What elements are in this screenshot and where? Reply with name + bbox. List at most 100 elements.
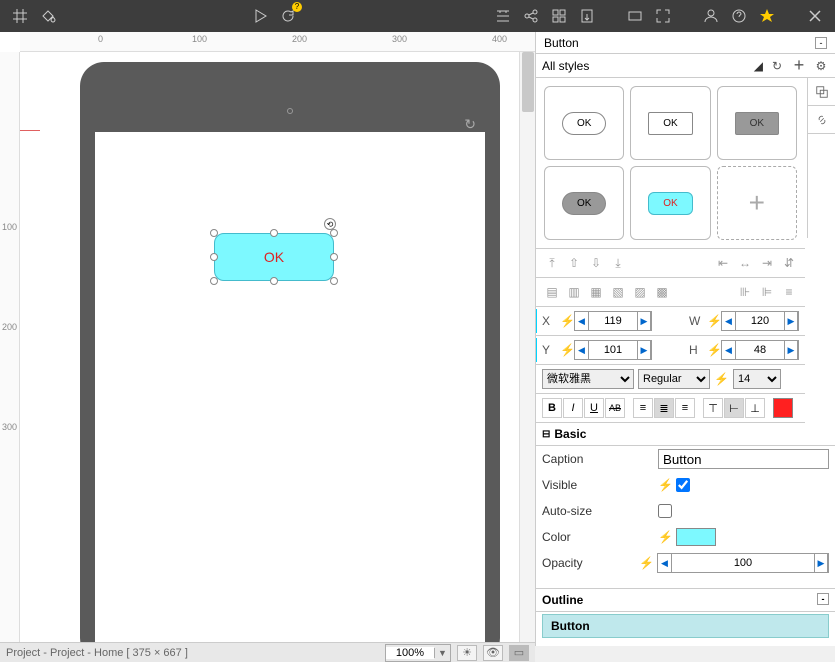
align-vc-icon[interactable]: ▨	[630, 282, 650, 302]
y-inc[interactable]: ▶	[637, 341, 651, 359]
export-icon[interactable]	[575, 4, 599, 28]
style-preset-dark[interactable]: OK	[717, 86, 797, 160]
selected-button[interactable]: OK	[214, 233, 334, 281]
h-inc[interactable]: ▶	[784, 341, 798, 359]
italic-button[interactable]: I	[563, 398, 583, 418]
star-icon[interactable]	[755, 4, 779, 28]
style-preset-rect[interactable]: OK	[630, 86, 710, 160]
dist-c-icon[interactable]: ↔	[735, 253, 755, 273]
align-bottom-icon[interactable]: ⤓	[608, 253, 628, 273]
bold-button[interactable]: B	[542, 398, 562, 418]
handle-sw[interactable]	[210, 277, 218, 285]
handle-se[interactable]	[330, 277, 338, 285]
zoom-value[interactable]	[386, 647, 434, 659]
align-hc-icon[interactable]: ▥	[564, 282, 584, 302]
user-icon[interactable]	[699, 4, 723, 28]
side-tab-link[interactable]	[808, 106, 835, 134]
zoom-box[interactable]: ▼	[385, 644, 451, 662]
align-left-icon[interactable]: ▤	[542, 282, 562, 302]
y-dec[interactable]: ◀	[575, 341, 589, 359]
canvas[interactable]: ↻ OK ⟲	[20, 52, 535, 646]
handle-w[interactable]	[210, 253, 218, 261]
grid4-icon[interactable]	[547, 4, 571, 28]
handle-n[interactable]	[270, 229, 278, 237]
zoom-dropdown-icon[interactable]: ▼	[434, 648, 450, 658]
opacity-inc[interactable]: ▶	[814, 554, 828, 572]
handle-nw[interactable]	[210, 229, 218, 237]
style-preset-pill[interactable]: OK	[544, 86, 624, 160]
font-size-select[interactable]: 14	[733, 369, 781, 389]
styles-add-icon[interactable]: +	[791, 58, 807, 74]
x-value[interactable]	[589, 312, 637, 330]
h-dec[interactable]: ◀	[722, 341, 736, 359]
status-phone-icon[interactable]: ▭	[509, 645, 529, 661]
dist-h-icon[interactable]: ⇤	[713, 253, 733, 273]
strike-button[interactable]: AB	[605, 398, 625, 418]
close-icon[interactable]	[803, 4, 827, 28]
outline-minimize-icon[interactable]: -	[817, 593, 829, 605]
paint-icon[interactable]	[36, 4, 60, 28]
align-center-button[interactable]: ≣	[654, 398, 674, 418]
visible-checkbox[interactable]	[676, 478, 690, 492]
valign-top-button[interactable]: ⊤	[703, 398, 723, 418]
device-screen[interactable]: OK ⟲	[95, 132, 485, 646]
styles-refresh-icon[interactable]: ↻	[769, 58, 785, 74]
color-swatch[interactable]	[676, 528, 716, 546]
opacity-dec[interactable]: ◀	[658, 554, 672, 572]
side-tab-arrange[interactable]	[808, 78, 835, 106]
opacity-value[interactable]	[672, 554, 814, 572]
valign-bot-button[interactable]: ⊥	[745, 398, 765, 418]
align-top-icon[interactable]: ⤒	[542, 253, 562, 273]
opacity-input[interactable]: ◀▶	[657, 553, 829, 573]
font-family-select[interactable]: 微软雅黑	[542, 369, 634, 389]
align-vb-icon[interactable]: ▩	[652, 282, 672, 302]
space-eq-icon[interactable]: ≡	[779, 282, 799, 302]
style-preset-add[interactable]: +	[717, 166, 797, 240]
space-v-icon[interactable]: ⊫	[757, 282, 777, 302]
font-weight-select[interactable]: Regular	[638, 369, 710, 389]
style-preset-cyan[interactable]: OK	[630, 166, 710, 240]
style-preset-darkpill[interactable]: OK	[544, 166, 624, 240]
guide-horizontal[interactable]	[20, 130, 40, 131]
h-value[interactable]	[736, 341, 784, 359]
section-basic-header[interactable]: Basic	[536, 423, 835, 446]
caption-input[interactable]	[658, 449, 829, 469]
handle-e[interactable]	[330, 253, 338, 261]
handle-s[interactable]	[270, 277, 278, 285]
device-refresh-icon[interactable]: ↻	[464, 116, 476, 133]
y-value[interactable]	[589, 341, 637, 359]
panel-minimize-icon[interactable]: -	[815, 37, 827, 49]
outline-header[interactable]: Outline -	[536, 588, 835, 612]
autosize-checkbox[interactable]	[658, 504, 672, 518]
align-left-button[interactable]: ≡	[633, 398, 653, 418]
align-right-button[interactable]: ≡	[675, 398, 695, 418]
align-h-icon[interactable]	[491, 4, 515, 28]
x-input[interactable]: ◀▶	[574, 311, 652, 331]
dist-v-icon[interactable]: ⇵	[779, 253, 799, 273]
h-input[interactable]: ◀▶	[721, 340, 799, 360]
x-dec[interactable]: ◀	[575, 312, 589, 330]
play-icon[interactable]	[248, 4, 272, 28]
status-sun-icon[interactable]: ☀	[457, 645, 477, 661]
space-h-icon[interactable]: ⊪	[735, 282, 755, 302]
styles-gear-icon[interactable]: ⚙	[813, 58, 829, 74]
underline-button[interactable]: U	[584, 398, 604, 418]
align-vt-icon[interactable]: ▧	[608, 282, 628, 302]
handle-ne[interactable]	[330, 229, 338, 237]
y-input[interactable]: ◀▶	[574, 340, 652, 360]
rect-icon[interactable]	[623, 4, 647, 28]
w-input[interactable]: ◀▶	[721, 311, 799, 331]
text-color-swatch[interactable]	[773, 398, 793, 418]
help-icon[interactable]	[727, 4, 751, 28]
outline-item-button[interactable]: Button	[542, 614, 829, 638]
x-inc[interactable]: ▶	[637, 312, 651, 330]
refresh-badge-icon[interactable]: ?	[276, 4, 300, 28]
expand-icon[interactable]	[651, 4, 675, 28]
align-up-icon[interactable]: ⇧	[564, 253, 584, 273]
w-value[interactable]	[736, 312, 784, 330]
w-dec[interactable]: ◀	[722, 312, 736, 330]
align-right-icon[interactable]: ▦	[586, 282, 606, 302]
canvas-scrollbar[interactable]	[519, 52, 535, 646]
grid-icon[interactable]	[8, 4, 32, 28]
w-inc[interactable]: ▶	[784, 312, 798, 330]
